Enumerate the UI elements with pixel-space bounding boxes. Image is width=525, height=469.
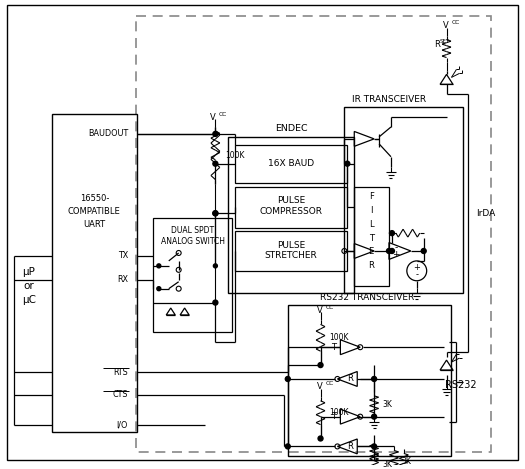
Text: CTS: CTS <box>112 390 128 399</box>
Text: STRETCHER: STRETCHER <box>265 251 317 260</box>
Text: 16X BAUD: 16X BAUD <box>268 159 314 168</box>
Circle shape <box>213 264 217 268</box>
Circle shape <box>213 161 218 166</box>
Text: 3K: 3K <box>382 460 392 469</box>
Text: +: + <box>413 264 420 272</box>
Text: T: T <box>331 412 336 421</box>
Text: 16550-: 16550- <box>80 194 109 203</box>
Text: DUAL SPDT: DUAL SPDT <box>171 226 214 234</box>
Circle shape <box>372 377 376 381</box>
Bar <box>235 145 348 182</box>
Text: CC: CC <box>326 305 334 310</box>
Text: TX: TX <box>118 251 128 260</box>
Text: IR TRANSCEIVER: IR TRANSCEIVER <box>352 95 426 104</box>
Text: ENDEC: ENDEC <box>276 124 308 134</box>
Circle shape <box>157 287 161 291</box>
Text: SET: SET <box>439 39 450 44</box>
Text: 100K: 100K <box>330 408 349 417</box>
Bar <box>51 114 137 431</box>
Text: RX: RX <box>117 275 128 284</box>
Bar <box>235 231 348 271</box>
Circle shape <box>386 249 392 253</box>
Circle shape <box>157 264 161 268</box>
Circle shape <box>213 300 218 305</box>
Circle shape <box>372 444 376 449</box>
Text: RS232 TRANSCEIVER: RS232 TRANSCEIVER <box>320 293 414 302</box>
Text: -: - <box>394 243 397 252</box>
Text: COMPATIBLE: COMPATIBLE <box>68 207 121 216</box>
Bar <box>354 187 389 286</box>
Text: F: F <box>369 192 374 201</box>
Text: R: R <box>368 261 374 270</box>
Circle shape <box>372 414 376 419</box>
Text: T: T <box>369 234 374 242</box>
Text: V: V <box>317 306 322 315</box>
Text: I/O: I/O <box>117 420 128 429</box>
Text: V: V <box>443 21 448 30</box>
Text: L: L <box>369 219 373 229</box>
Circle shape <box>318 363 323 368</box>
Bar <box>228 137 354 293</box>
Text: RTS: RTS <box>113 368 128 377</box>
Bar <box>288 304 452 456</box>
Circle shape <box>213 211 218 216</box>
Text: CC: CC <box>452 20 460 25</box>
Text: RS232: RS232 <box>445 380 476 390</box>
Text: UART: UART <box>83 219 106 229</box>
Text: +: + <box>392 250 400 259</box>
Text: PULSE: PULSE <box>277 241 305 250</box>
Text: V: V <box>209 113 215 121</box>
Text: -: - <box>415 270 418 280</box>
Circle shape <box>318 436 323 441</box>
Text: BAUDOUT: BAUDOUT <box>88 129 128 138</box>
Circle shape <box>213 211 218 216</box>
Text: 100K: 100K <box>330 333 349 342</box>
Text: 3K: 3K <box>402 457 412 466</box>
Circle shape <box>213 131 218 136</box>
Circle shape <box>285 377 290 381</box>
Text: or: or <box>24 281 34 291</box>
Bar <box>136 16 491 453</box>
Text: I: I <box>370 206 372 215</box>
Text: E: E <box>369 248 374 257</box>
Text: μP: μP <box>23 267 35 277</box>
Text: PULSE: PULSE <box>277 196 305 205</box>
Circle shape <box>390 231 394 235</box>
Bar <box>235 187 348 228</box>
Text: CC: CC <box>326 381 334 386</box>
Bar <box>344 107 464 293</box>
Text: COMPRESSOR: COMPRESSOR <box>259 207 322 216</box>
Text: R: R <box>435 40 440 49</box>
Text: μC: μC <box>22 295 36 304</box>
Text: T: T <box>331 343 336 352</box>
Text: 100K: 100K <box>225 151 245 160</box>
Circle shape <box>390 249 394 253</box>
Text: V: V <box>317 382 322 392</box>
Bar <box>153 218 232 333</box>
Text: CC: CC <box>218 112 227 117</box>
Text: IrDA: IrDA <box>477 209 496 218</box>
Circle shape <box>345 161 350 166</box>
Circle shape <box>285 444 290 449</box>
Circle shape <box>421 249 426 253</box>
Text: 3K: 3K <box>382 400 392 409</box>
Text: R: R <box>348 442 353 451</box>
Text: R: R <box>348 374 353 384</box>
Text: ANALOG SWITCH: ANALOG SWITCH <box>161 236 225 246</box>
